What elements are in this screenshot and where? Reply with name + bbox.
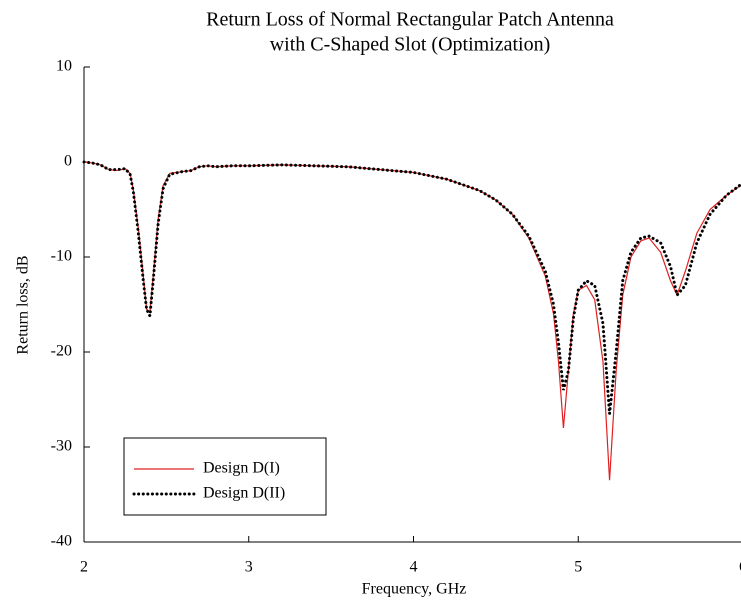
x-tick-label: 6 xyxy=(739,559,741,576)
x-tick-label: 5 xyxy=(574,559,582,576)
legend-label: Design D(II) xyxy=(203,485,285,502)
legend-label: Design D(I) xyxy=(203,460,280,477)
x-tick-label: 2 xyxy=(80,559,88,576)
x-tick-label: 3 xyxy=(245,559,253,576)
x-axis-label: Frequency, GHz xyxy=(362,581,467,598)
y-tick-label: -40 xyxy=(51,533,72,550)
y-tick-label: -20 xyxy=(51,343,72,360)
y-tick-label: 10 xyxy=(56,58,72,75)
data-line xyxy=(83,161,741,481)
y-axis-label: Return loss, dB xyxy=(15,255,32,354)
chart-title: with C-Shaped Slot (Optimization) xyxy=(270,34,551,56)
chart-title: Return Loss of Normal Rectangular Patch … xyxy=(206,9,614,31)
y-tick-label: -10 xyxy=(51,248,72,265)
x-tick-label: 4 xyxy=(410,559,418,576)
y-tick-label: -30 xyxy=(51,438,72,455)
legend-box xyxy=(123,437,327,516)
data-line xyxy=(82,160,741,414)
y-tick-label: 0 xyxy=(64,153,72,170)
